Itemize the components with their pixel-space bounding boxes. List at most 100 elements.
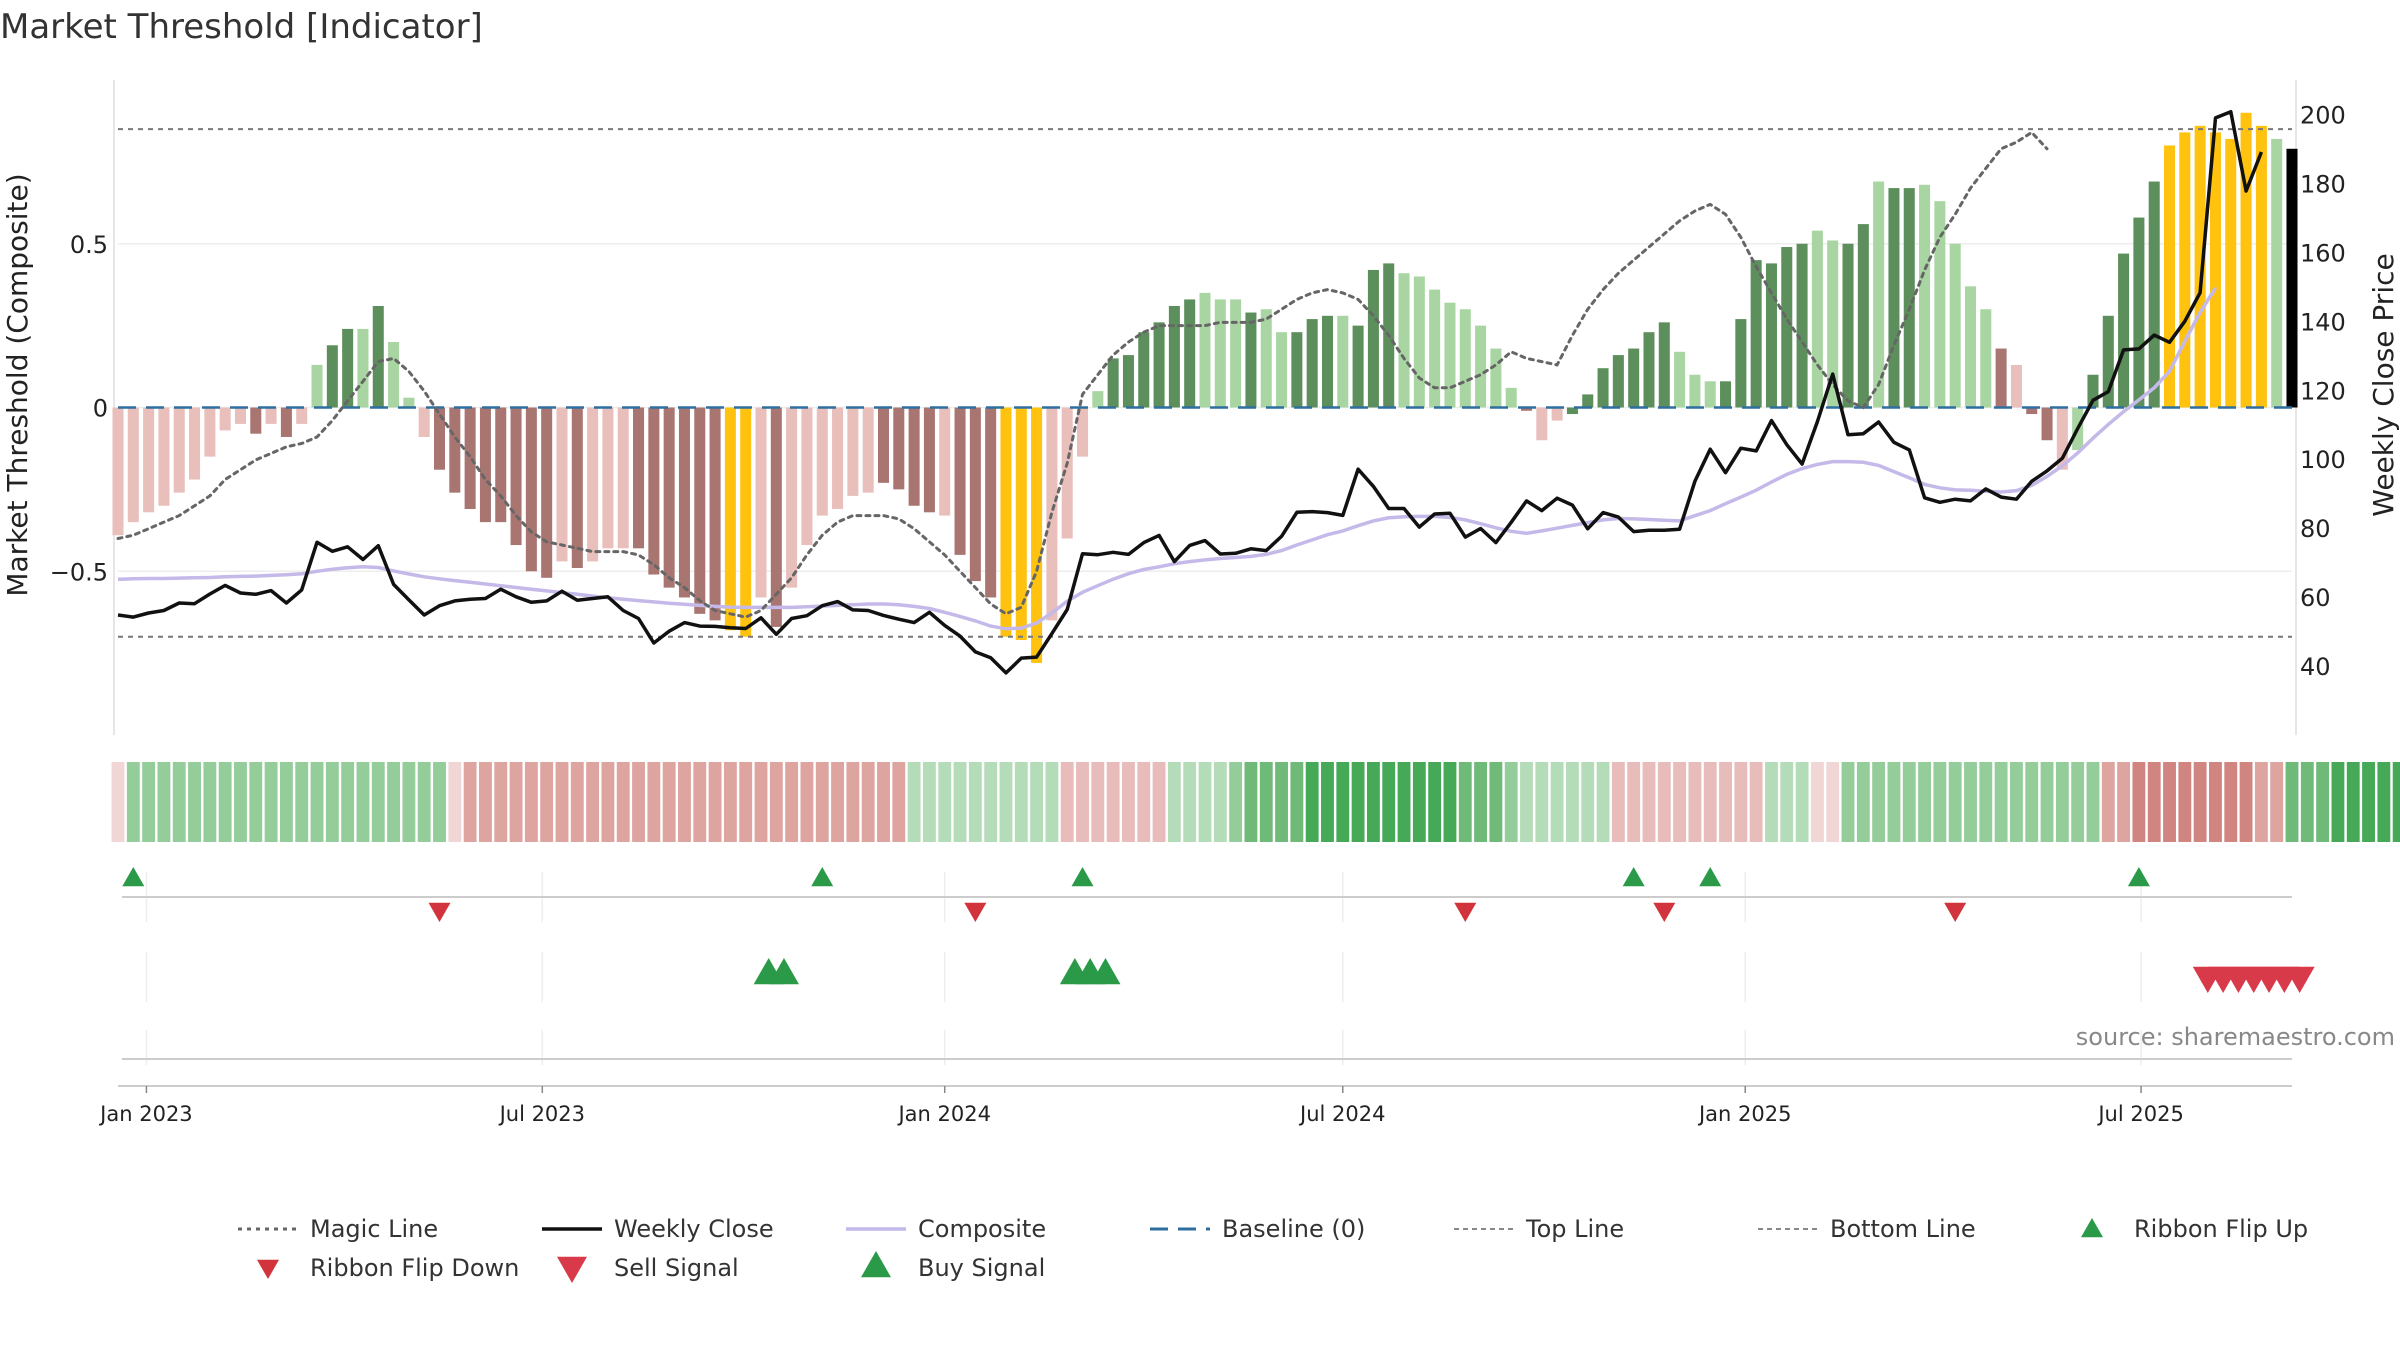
composite-bar: [1827, 240, 1839, 408]
ribbon-cell: [402, 762, 416, 842]
ribbon-cell: [371, 762, 385, 842]
ribbon-cell: [1244, 762, 1258, 842]
composite-bar: [633, 407, 645, 549]
composite-bar: [832, 407, 844, 510]
composite-bar: [1919, 184, 1931, 408]
composite-bar: [2133, 217, 2145, 408]
y-tick-right-label: 180: [2300, 170, 2346, 198]
x-tick-label: Jul 2025: [2096, 1102, 2183, 1126]
ribbon-cell: [157, 762, 171, 842]
ribbon-cell: [1443, 762, 1457, 842]
ribbon-cell: [2362, 762, 2375, 842]
composite-bar: [1551, 407, 1563, 421]
composite-bar: [1015, 407, 1027, 641]
ribbon-cell: [570, 762, 584, 842]
composite-bar: [724, 407, 736, 631]
legend-swatch: [861, 1251, 891, 1278]
legend-item: Buy Signal: [861, 1251, 1045, 1282]
composite-bar: [1689, 374, 1701, 408]
ribbon-cell: [1719, 762, 1732, 842]
composite-bar: [1720, 381, 1732, 408]
ribbon-cell: [448, 762, 462, 842]
ribbon-cell: [1397, 762, 1411, 842]
composite-bar: [1475, 325, 1487, 408]
y-axis-right-label: Weekly Close Price: [2367, 253, 2400, 516]
ribbon-cell: [1382, 762, 1396, 842]
composite-bar: [1199, 292, 1211, 408]
ribbon-cell: [1673, 762, 1687, 842]
composite-bar: [1628, 348, 1640, 408]
composite-bar: [1107, 358, 1119, 408]
ribbon-cell: [2178, 762, 2192, 842]
ribbon-cell: [279, 762, 293, 842]
ribbon-cell: [2392, 762, 2400, 842]
ribbon-cell: [2147, 762, 2161, 842]
y-tick-left-label: 0: [93, 395, 108, 423]
buy-signal-marker: [1090, 958, 1121, 985]
composite-bar: [357, 328, 369, 408]
legend-label: Ribbon Flip Up: [2134, 1215, 2308, 1243]
ribbon-cell: [1902, 762, 1916, 842]
composite-bar: [923, 407, 935, 513]
ribbon-cell: [188, 762, 201, 842]
legend-item: Bottom Line: [1758, 1215, 1976, 1243]
composite-bar: [1781, 247, 1793, 408]
composite-bar: [1857, 224, 1869, 408]
ribbon-cell: [2055, 762, 2069, 842]
ribbon-flip-down-marker: [1454, 902, 1477, 922]
composite-bar: [1459, 309, 1471, 408]
ribbon-cell: [2270, 762, 2284, 842]
ribbon-cell: [1948, 762, 1962, 842]
composite-bar: [1260, 309, 1272, 408]
ribbon-cell: [249, 762, 263, 842]
composite-bar: [1643, 332, 1655, 408]
composite-bar: [2041, 407, 2053, 441]
main-panel: 0.5 0 −0.5 200 180 160 140 120 100 80 60 40: [50, 80, 2346, 735]
ribbon-cell: [479, 762, 492, 842]
composite-bar: [1413, 276, 1425, 408]
composite-bar: [1842, 243, 1854, 408]
ribbon-cell: [968, 762, 982, 842]
ribbon-cell: [1550, 762, 1564, 842]
composite-bar: [1520, 407, 1533, 411]
legend-label: Weekly Close: [614, 1215, 774, 1243]
composite-bar: [1888, 188, 1900, 408]
ribbon-flip-down-marker: [428, 902, 451, 922]
composite-bar: [479, 407, 491, 523]
signals-panel: [122, 867, 2315, 1065]
ribbon-cell: [2346, 762, 2360, 842]
ribbon-cell: [1366, 762, 1380, 842]
composite-bar: [2026, 407, 2038, 415]
ribbon-cell: [831, 762, 844, 842]
composite-bar: [1184, 299, 1196, 408]
composite-bar: [1230, 299, 1242, 408]
ribbon-cell: [754, 762, 768, 842]
composite-bar: [663, 407, 675, 588]
ribbon-cell: [1703, 762, 1717, 842]
ribbon-cell: [632, 762, 645, 842]
composite-bar: [1750, 260, 1762, 408]
composite-bar: [219, 407, 231, 431]
ribbon-cell: [2316, 762, 2330, 842]
ribbon-cell: [2025, 762, 2039, 842]
legend-label: Top Line: [1525, 1215, 1624, 1243]
composite-bar: [770, 407, 782, 627]
ribbon-cell: [1611, 762, 1625, 842]
composite-bar: [2087, 374, 2099, 408]
magic-line: [116, 130, 2049, 619]
ribbon-cell: [509, 762, 523, 842]
y-tick-right-label: 120: [2300, 377, 2346, 405]
x-tick-label: Jan 2025: [1697, 1102, 1792, 1126]
ribbon-cell: [1213, 762, 1227, 842]
ribbon-cell: [1964, 762, 1977, 842]
ribbon-cell: [172, 762, 186, 842]
legend-item: Composite: [846, 1215, 1046, 1243]
ribbon-cell: [1321, 762, 1334, 842]
composite-bar: [1674, 351, 1686, 408]
composite-bar: [556, 407, 568, 562]
legend-label: Magic Line: [310, 1215, 438, 1243]
composite-bar: [816, 407, 828, 516]
y-tick-right-label: 60: [2300, 584, 2331, 612]
composite-bar: [786, 407, 798, 588]
ribbon-cell: [2224, 762, 2238, 842]
